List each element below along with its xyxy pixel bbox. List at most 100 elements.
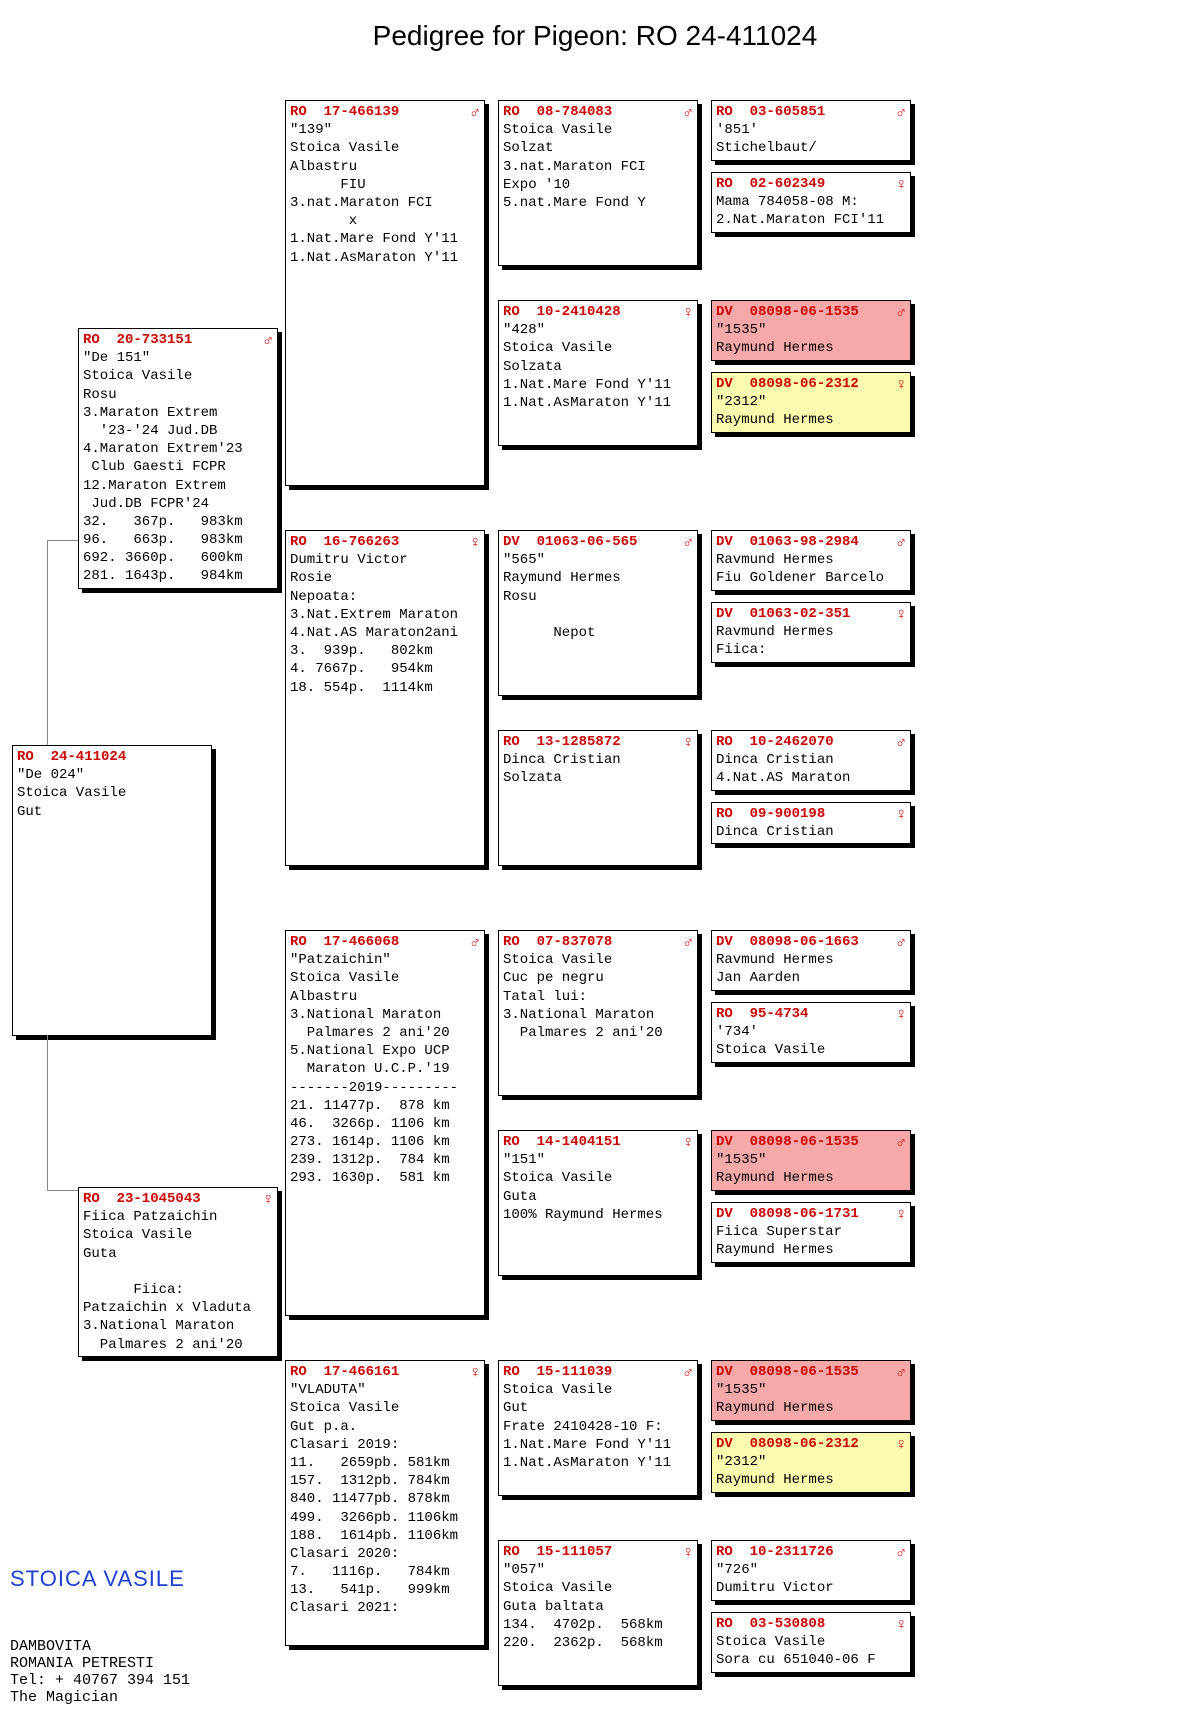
pedigree-ggp: DV 01063-06-565♂"565" Raymund Hermes Ros… bbox=[498, 530, 698, 696]
owner-address: DAMBOVITA ROMANIA PETRESTI Tel: + 40767 … bbox=[10, 1638, 190, 1706]
ring-id: RO 14-1404151 bbox=[503, 1133, 693, 1151]
pedigree-gggp: RO 10-2311726♂"726" Dumitru Victor bbox=[711, 1540, 911, 1601]
sex-icon: ♂ bbox=[896, 303, 906, 324]
pedigree-ggp: RO 08-784083♂Stoica Vasile Solzat 3.nat.… bbox=[498, 100, 698, 266]
pedigree-body: Stoica Vasile Solzat 3.nat.Maraton FCI E… bbox=[503, 121, 693, 212]
pedigree-gggp: DV 08098-06-1535♂"1535" Raymund Hermes bbox=[711, 1130, 911, 1191]
sex-icon: ♀ bbox=[896, 1435, 906, 1456]
sex-icon: ♀ bbox=[263, 1190, 273, 1211]
sex-icon: ♂ bbox=[683, 1363, 693, 1384]
ring-id: DV 08098-06-1535 bbox=[716, 303, 906, 321]
pedigree-body: Ravmund Hermes Fiu Goldener Barcelo bbox=[716, 551, 906, 587]
ring-id: RO 20-733151 bbox=[83, 331, 273, 349]
pedigree-body: Mama 784058-08 M: 2.Nat.Maraton FCI'11 bbox=[716, 193, 906, 229]
pedigree-body: "1535" Raymund Hermes bbox=[716, 321, 906, 357]
owner-block: STOICA VASILE DAMBOVITA ROMANIA PETRESTI… bbox=[10, 1550, 190, 1722]
pedigree-ggp: RO 07-837078♂Stoica Vasile Cuc pe negru … bbox=[498, 930, 698, 1096]
connector-line bbox=[47, 540, 78, 541]
pedigree-body: "726" Dumitru Victor bbox=[716, 1561, 906, 1597]
ring-id: RO 23-1045043 bbox=[83, 1190, 273, 1208]
ring-id: RO 03-530808 bbox=[716, 1615, 906, 1633]
ring-id: DV 08098-06-1663 bbox=[716, 933, 906, 951]
pedigree-gggp: DV 08098-06-1535♂"1535" Raymund Hermes bbox=[711, 300, 911, 361]
pedigree-body: Stoica Vasile Gut Frate 2410428-10 F: 1.… bbox=[503, 1381, 693, 1472]
page-title: Pedigree for Pigeon: RO 24-411024 bbox=[0, 0, 1190, 62]
sex-icon: ♂ bbox=[683, 533, 693, 554]
pedigree-body: "139" Stoica Vasile Albastru FIU 3.nat.M… bbox=[290, 121, 480, 267]
pedigree-gggp: RO 02-602349♀Mama 784058-08 M: 2.Nat.Mar… bbox=[711, 172, 911, 233]
pedigree-gp: RO 17-466161♀ "VLADUTA" Stoica Vasile Gu… bbox=[285, 1360, 485, 1646]
pedigree-gp: RO 17-466068♂ "Patzaichin" Stoica Vasile… bbox=[285, 930, 485, 1316]
ring-id: RO 15-111057 bbox=[503, 1543, 693, 1561]
pedigree-ggp: RO 13-1285872♀Dinca Cristian Solzata bbox=[498, 730, 698, 866]
sex-icon: ♀ bbox=[683, 303, 693, 324]
pedigree-gggp: DV 08098-06-1663♂Ravmund Hermes Jan Aard… bbox=[711, 930, 911, 991]
pedigree-gggp: DV 01063-98-2984♂Ravmund Hermes Fiu Gold… bbox=[711, 530, 911, 591]
pedigree-subject: RO 24-411024 "De 024" Stoica Vasile Gut bbox=[12, 745, 212, 1036]
sex-icon: ♀ bbox=[896, 1205, 906, 1226]
pedigree-gggp: DV 08098-06-2312♀"2312" Raymund Hermes bbox=[711, 372, 911, 433]
pedigree-body: "VLADUTA" Stoica Vasile Gut p.a. Clasari… bbox=[290, 1381, 480, 1617]
ring-id: RO 08-784083 bbox=[503, 103, 693, 121]
ring-id: RO 17-466068 bbox=[290, 933, 480, 951]
ring-id: RO 10-2410428 bbox=[503, 303, 693, 321]
ring-id: RO 15-111039 bbox=[503, 1363, 693, 1381]
pedigree-body: "2312" Raymund Hermes bbox=[716, 393, 906, 429]
pedigree-body: "1535" Raymund Hermes bbox=[716, 1381, 906, 1417]
pedigree-gggp: DV 01063-02-351♀Ravmund Hermes Fiica: bbox=[711, 602, 911, 663]
pedigree-gggp: RO 03-605851♂'851' Stichelbaut/ bbox=[711, 100, 911, 161]
pedigree-body: Dinca Cristian bbox=[716, 823, 906, 841]
pedigree-body: "De 024" Stoica Vasile Gut bbox=[17, 766, 207, 821]
owner-name: STOICA VASILE bbox=[10, 1566, 190, 1592]
ring-id: DV 01063-02-351 bbox=[716, 605, 906, 623]
pedigree-body: "428" Stoica Vasile Solzata 1.Nat.Mare F… bbox=[503, 321, 693, 412]
sex-icon: ♀ bbox=[896, 605, 906, 626]
pedigree-body: Dinca Cristian 4.Nat.AS Maraton bbox=[716, 751, 906, 787]
sex-icon: ♂ bbox=[896, 1543, 906, 1564]
sex-icon: ♂ bbox=[896, 103, 906, 124]
pedigree-gggp: DV 08098-06-2312♀"2312" Raymund Hermes bbox=[711, 1432, 911, 1493]
ring-id: RO 10-2311726 bbox=[716, 1543, 906, 1561]
ring-id: RO 24-411024 bbox=[17, 748, 207, 766]
ring-id: RO 03-605851 bbox=[716, 103, 906, 121]
pedigree-ggp: RO 15-111057♀"057" Stoica Vasile Guta ba… bbox=[498, 1540, 698, 1686]
connector-line bbox=[47, 1190, 78, 1191]
sex-icon: ♀ bbox=[683, 733, 693, 754]
sex-icon: ♂ bbox=[896, 933, 906, 954]
pedigree-body: Stoica Vasile Sora cu 651040-06 F bbox=[716, 1633, 906, 1669]
sex-icon: ♂ bbox=[470, 933, 480, 954]
sex-icon: ♀ bbox=[683, 1543, 693, 1564]
connector-line bbox=[47, 1035, 48, 1190]
pedigree-gggp: RO 95-4734♀'734' Stoica Vasile bbox=[711, 1002, 911, 1063]
ring-id: DV 08098-06-2312 bbox=[716, 375, 906, 393]
ring-id: RO 17-466161 bbox=[290, 1363, 480, 1381]
sex-icon: ♂ bbox=[896, 533, 906, 554]
pedigree-body: Ravmund Hermes Jan Aarden bbox=[716, 951, 906, 987]
pedigree-body: Stoica Vasile Cuc pe negru Tatal lui: 3.… bbox=[503, 951, 693, 1042]
ring-id: DV 01063-06-565 bbox=[503, 533, 693, 551]
ring-id: RO 17-466139 bbox=[290, 103, 480, 121]
sex-icon: ♂ bbox=[896, 733, 906, 754]
sex-icon: ♀ bbox=[896, 375, 906, 396]
sex-icon: ♀ bbox=[896, 175, 906, 196]
sex-icon: ♂ bbox=[470, 103, 480, 124]
pedigree-body: '851' Stichelbaut/ bbox=[716, 121, 906, 157]
ring-id: DV 08098-06-1731 bbox=[716, 1205, 906, 1223]
pedigree-ggp: RO 10-2410428♀"428" Stoica Vasile Solzat… bbox=[498, 300, 698, 446]
sex-icon: ♀ bbox=[683, 1133, 693, 1154]
pedigree-body: '734' Stoica Vasile bbox=[716, 1023, 906, 1059]
sex-icon: ♂ bbox=[896, 1363, 906, 1384]
sex-icon: ♂ bbox=[683, 933, 693, 954]
ring-id: RO 95-4734 bbox=[716, 1005, 906, 1023]
sex-icon: ♀ bbox=[470, 1363, 480, 1384]
pedigree-gggp: RO 03-530808♀Stoica Vasile Sora cu 65104… bbox=[711, 1612, 911, 1673]
pedigree-body: "151" Stoica Vasile Guta 100% Raymund He… bbox=[503, 1151, 693, 1224]
pedigree-body: "1535" Raymund Hermes bbox=[716, 1151, 906, 1187]
ring-id: DV 08098-06-1535 bbox=[716, 1363, 906, 1381]
pedigree-body: Dinca Cristian Solzata bbox=[503, 751, 693, 787]
connector-line bbox=[47, 540, 48, 745]
sex-icon: ♀ bbox=[470, 533, 480, 554]
pedigree-body: "057" Stoica Vasile Guta baltata 134. 47… bbox=[503, 1561, 693, 1652]
ring-id: RO 13-1285872 bbox=[503, 733, 693, 751]
sex-icon: ♀ bbox=[896, 1005, 906, 1026]
